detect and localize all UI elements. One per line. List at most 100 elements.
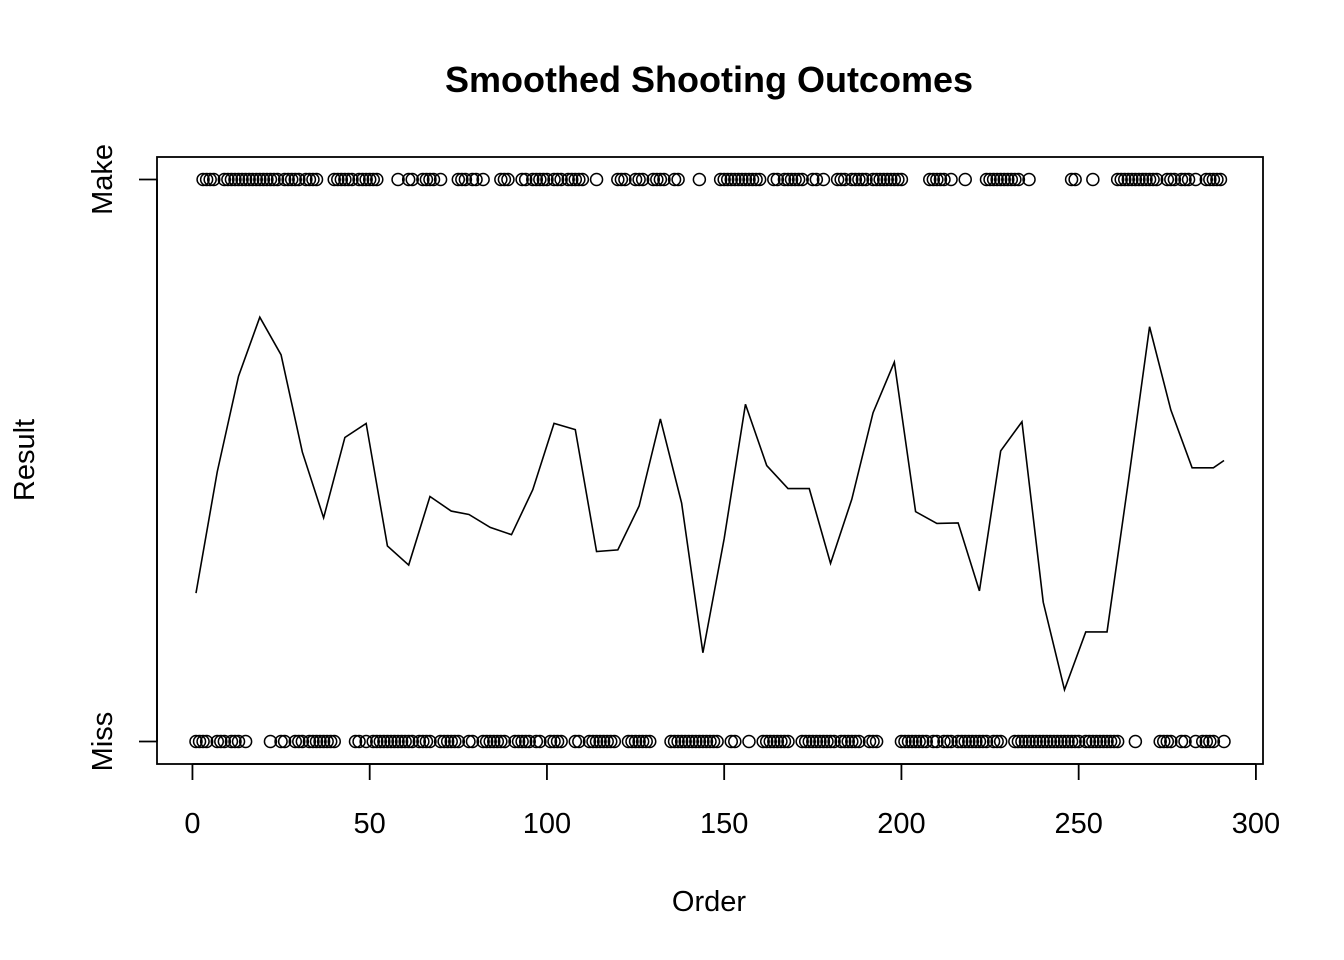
miss-point	[1008, 734, 1022, 749]
miss-point	[986, 734, 1001, 749]
make-point	[933, 172, 948, 187]
make-point	[1142, 172, 1157, 187]
miss-point	[600, 734, 614, 749]
make-point	[245, 172, 260, 187]
miss-point	[377, 734, 391, 749]
make-point	[930, 172, 944, 187]
miss-point	[1156, 734, 1171, 749]
y-tick-label: Miss	[87, 712, 119, 772]
make-point	[781, 172, 795, 187]
make-point	[1181, 172, 1196, 187]
make-point	[550, 172, 565, 187]
miss-point	[288, 734, 302, 749]
make-point	[809, 172, 824, 187]
make-point	[923, 172, 937, 187]
make-point	[469, 172, 483, 187]
miss-point	[1047, 734, 1061, 749]
x-tick-label: 100	[523, 808, 571, 840]
make-point	[334, 172, 349, 187]
miss-point	[919, 734, 933, 749]
miss-point	[1188, 734, 1203, 749]
miss-point	[412, 734, 427, 749]
make-point	[1008, 172, 1022, 187]
miss-point	[625, 734, 639, 749]
make-point	[249, 172, 264, 187]
miss-point	[742, 734, 756, 749]
make-point	[284, 172, 299, 187]
make-point	[327, 172, 341, 187]
miss-point	[1174, 734, 1189, 749]
miss-point	[387, 734, 402, 749]
miss-point	[993, 734, 1008, 749]
make-point	[1174, 172, 1189, 187]
miss-point	[1086, 734, 1100, 749]
miss-point	[433, 734, 448, 749]
make-point	[830, 172, 845, 187]
miss-point	[912, 734, 926, 749]
miss-point	[972, 734, 987, 749]
miss-point	[816, 734, 831, 749]
make-point	[628, 172, 643, 187]
make-point	[309, 172, 324, 187]
miss-point	[391, 734, 405, 749]
make-point	[855, 172, 870, 187]
miss-point	[462, 734, 476, 749]
miss-point	[671, 734, 685, 749]
make-point	[224, 172, 239, 187]
miss-point	[1100, 734, 1114, 749]
make-point	[366, 172, 380, 187]
make-point	[873, 172, 887, 187]
miss-point	[756, 734, 770, 749]
miss-point	[380, 734, 395, 749]
miss-point	[189, 734, 203, 749]
miss-point	[451, 734, 466, 749]
make-point	[518, 172, 533, 187]
miss-point	[214, 734, 228, 749]
make-point	[565, 172, 579, 187]
make-point	[199, 172, 214, 187]
miss-point	[352, 734, 366, 749]
make-point	[926, 172, 941, 187]
smoothed-line-path	[195, 315, 1225, 693]
make-point	[1128, 172, 1143, 187]
make-point	[206, 172, 221, 187]
y-axis-label: Result	[9, 419, 41, 501]
make-point	[416, 172, 430, 187]
miss-point	[603, 734, 618, 749]
plot-frame	[156, 156, 1264, 765]
smoothed-line	[195, 315, 1225, 693]
make-point	[869, 172, 884, 187]
make-point	[650, 172, 664, 187]
make-point	[302, 172, 317, 187]
make-point	[667, 172, 682, 187]
miss-point	[405, 734, 419, 749]
make-point	[281, 172, 295, 187]
make-point	[1110, 172, 1125, 187]
make-point	[752, 172, 767, 187]
miss-point	[667, 734, 682, 749]
make-point	[880, 172, 894, 187]
miss-point	[1093, 734, 1107, 749]
miss-point	[589, 734, 604, 749]
miss-point	[494, 734, 508, 749]
miss-point	[1071, 734, 1086, 749]
miss-point	[898, 734, 912, 749]
make-point	[572, 172, 586, 187]
make-point	[845, 172, 859, 187]
make-point	[433, 172, 448, 187]
make-point	[653, 172, 668, 187]
miss-point	[710, 734, 724, 749]
make-point	[713, 172, 728, 187]
make-point	[990, 172, 1004, 187]
miss-point	[770, 734, 785, 749]
miss-point	[944, 734, 958, 749]
make-point	[770, 172, 785, 187]
miss-point	[692, 734, 707, 749]
miss-point	[894, 734, 909, 749]
make-point	[1118, 172, 1132, 187]
make-point	[231, 172, 246, 187]
make-point	[465, 172, 480, 187]
make-point	[405, 172, 419, 187]
make-point	[1164, 172, 1178, 187]
make-point	[646, 172, 661, 187]
